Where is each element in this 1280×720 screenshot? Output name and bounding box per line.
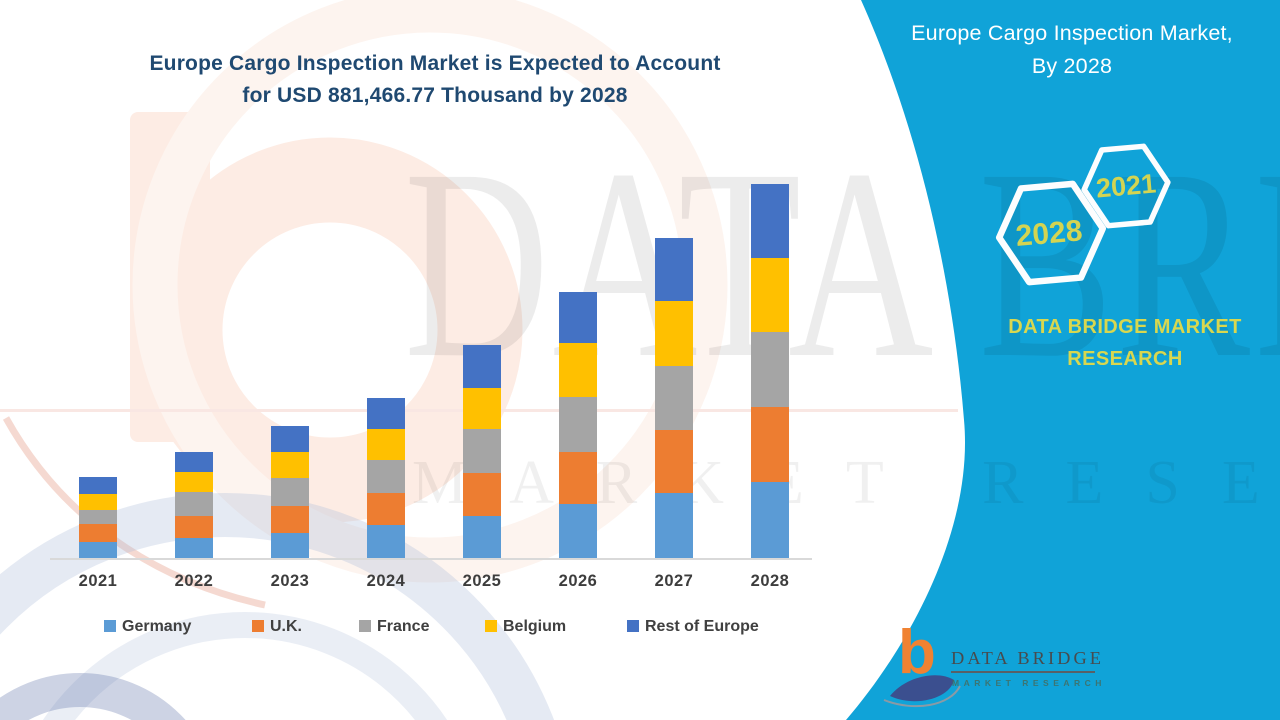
bar-segment-belgium-2027: [655, 300, 693, 366]
legend-label: Belgium: [503, 618, 567, 635]
bar-segment-france-2024: [367, 459, 405, 493]
x-axis-label-2026: 2026: [558, 572, 598, 590]
bar-segment-rest-of-europe-2023: [271, 425, 309, 452]
bar-segment-france-2026: [559, 397, 597, 452]
bar-segment-france-2028: [751, 331, 789, 407]
x-axis-label-2027: 2027: [654, 572, 694, 590]
legend-swatch-icon: [627, 620, 639, 632]
peach-b-watermark: [130, 0, 728, 583]
legend-item-u-k-: U.K.: [252, 618, 302, 636]
bar-segment-france-2021: [79, 509, 117, 524]
bar-segment-germany-2027: [655, 492, 693, 559]
right-panel-background: [846, 0, 1280, 720]
bar-segment-france-2025: [463, 428, 501, 473]
panel-brand-text: DATA BRIDGE MARKET RESEARCH: [955, 311, 1280, 375]
bar-segment-u-k--2022: [175, 516, 213, 538]
hexagon-2021: 2021: [1081, 143, 1171, 229]
bar-segment-u-k--2026: [559, 452, 597, 504]
panel-brand-line2: RESEARCH: [1067, 348, 1183, 370]
bar-segment-germany-2026: [559, 504, 597, 559]
bar-segment-france-2023: [271, 477, 309, 506]
bar-segment-belgium-2024: [367, 428, 405, 460]
bar-segment-rest-of-europe-2025: [463, 344, 501, 388]
x-axis-label-2025: 2025: [462, 572, 502, 590]
bar-segment-france-2027: [655, 365, 693, 430]
chart-title-line1: Europe Cargo Inspection Market is Expect…: [149, 52, 721, 75]
swirl-watermark: [0, 493, 555, 720]
legend-swatch-icon: [359, 620, 371, 632]
legend-item-belgium: Belgium: [485, 618, 566, 636]
chart-title-line2: for USD 881,466.77 Thousand by 2028: [242, 84, 628, 107]
x-axis-line: [50, 558, 812, 560]
bar-segment-belgium-2025: [463, 387, 501, 429]
bar-segment-rest-of-europe-2021: [79, 476, 117, 494]
bar-segment-rest-of-europe-2027: [655, 237, 693, 301]
bar-segment-u-k--2024: [367, 492, 405, 525]
hexagon-2028: 2028: [995, 180, 1107, 286]
x-axis-label-2022: 2022: [174, 572, 214, 590]
bar-segment-u-k--2027: [655, 429, 693, 493]
panel-brand-line1: DATA BRIDGE MARKET: [1008, 316, 1242, 338]
legend-label: France: [377, 618, 430, 635]
logo-company-name: DATA BRIDGE: [951, 648, 1105, 668]
watermark-market-research: MARKET RESEARCH: [412, 449, 1280, 517]
bar-segment-rest-of-europe-2028: [751, 184, 789, 258]
bar-segment-belgium-2028: [751, 257, 789, 332]
watermark-data-bridge: DATA BRIDGE: [404, 113, 1280, 414]
x-axis-label-2028: 2028: [750, 572, 790, 590]
legend-swatch-icon: [252, 620, 264, 632]
bar-segment-rest-of-europe-2022: [175, 452, 213, 472]
panel-title-line1: Europe Cargo Inspection Market,: [911, 21, 1233, 45]
panel-title: Europe Cargo Inspection Market, By 2028: [872, 17, 1272, 82]
x-axis-label-2021: 2021: [78, 572, 118, 590]
legend-item-france: France: [359, 618, 429, 636]
panel-title-line2: By 2028: [1031, 53, 1113, 78]
legend-item-rest-of-europe: Rest of Europe: [627, 618, 759, 636]
x-axis-label-2023: 2023: [270, 572, 310, 590]
legend-label: Rest of Europe: [645, 618, 759, 635]
legend-label: U.K.: [270, 618, 302, 635]
bar-segment-germany-2021: [79, 541, 117, 559]
legend-swatch-icon: [104, 620, 116, 632]
chart-title: Europe Cargo Inspection Market is Expect…: [54, 48, 816, 112]
bar-segment-germany-2025: [463, 515, 501, 559]
bar-segment-germany-2028: [751, 481, 789, 559]
logo-company-subtitle: MARKET RESEARCH: [952, 678, 1106, 688]
legend-item-germany: Germany: [104, 618, 191, 636]
bar-segment-germany-2023: [271, 532, 309, 559]
hexagon-2028-label: 2028: [1014, 214, 1083, 253]
logo-swoosh-icon: [883, 675, 961, 708]
x-axis-label-2024: 2024: [366, 572, 406, 590]
logo-b-glyph: b: [898, 618, 936, 687]
legend-label: Germany: [122, 618, 192, 635]
bar-segment-belgium-2023: [271, 451, 309, 478]
bar-segment-u-k--2028: [751, 406, 789, 482]
bar-segment-u-k--2023: [271, 505, 309, 533]
bar-segment-france-2022: [175, 492, 213, 516]
bar-segment-belgium-2021: [79, 493, 117, 510]
bar-segment-germany-2022: [175, 538, 213, 559]
bar-segment-rest-of-europe-2026: [559, 292, 597, 343]
bar-segment-belgium-2026: [559, 343, 597, 397]
bar-segment-germany-2024: [367, 524, 405, 559]
hexagon-2021-label: 2021: [1095, 168, 1157, 203]
bar-segment-u-k--2021: [79, 524, 117, 542]
bar-segment-u-k--2025: [463, 472, 501, 516]
legend-swatch-icon: [485, 620, 497, 632]
bar-segment-rest-of-europe-2024: [367, 397, 405, 429]
hexagon-badges: 2021 2028: [995, 143, 1171, 286]
logo-underline: [951, 671, 1095, 673]
bar-segment-belgium-2022: [175, 472, 213, 492]
